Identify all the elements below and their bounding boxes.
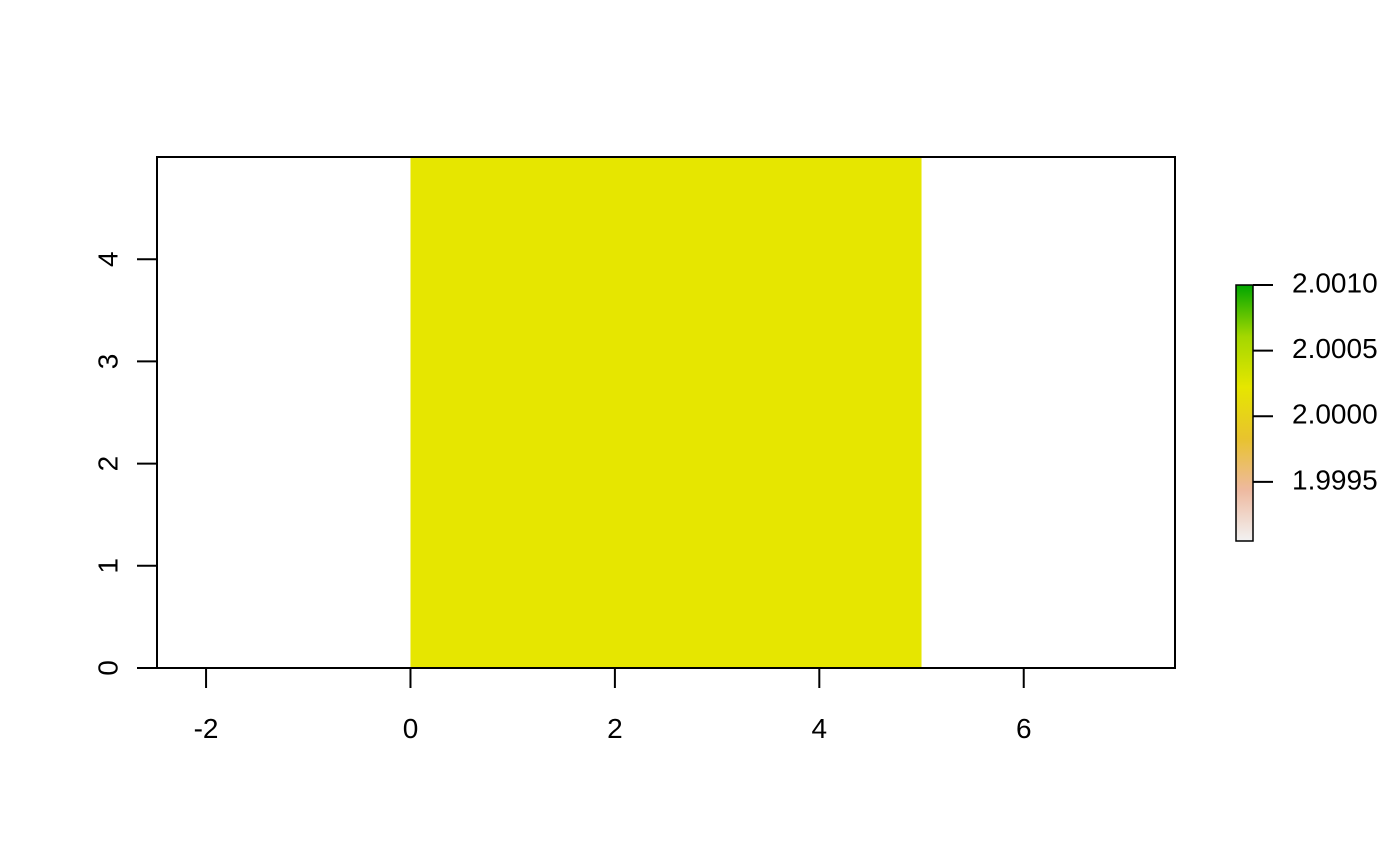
- y-tick-label: 3: [92, 354, 123, 370]
- legend-tick-label: 2.0000: [1292, 399, 1378, 430]
- legend-color-bar: [1235, 284, 1254, 542]
- y-tick-label: 4: [92, 251, 123, 267]
- x-axis: -2 0 2 4 6: [194, 667, 1032, 744]
- y-tick-label: 2: [92, 456, 123, 472]
- x-tick-label: 6: [1016, 713, 1032, 744]
- x-tick-label: -2: [194, 713, 219, 744]
- y-tick-label: 0: [92, 660, 123, 676]
- x-tick-label: 4: [812, 713, 828, 744]
- x-tick-label: 2: [607, 713, 623, 744]
- color-legend: 2.0010 2.0005 2.0000 1.9995: [1235, 267, 1378, 542]
- legend-tick-label: 2.0010: [1292, 267, 1378, 298]
- x-tick-label: 0: [403, 713, 419, 744]
- y-axis: 0 1 2 3 4: [92, 251, 158, 676]
- raster-cells: [410, 157, 922, 668]
- legend-tick-label: 1.9995: [1292, 464, 1378, 495]
- raster-cell: [410, 157, 922, 668]
- legend-tick-label: 2.0005: [1292, 333, 1378, 364]
- y-tick-label: 1: [92, 558, 123, 574]
